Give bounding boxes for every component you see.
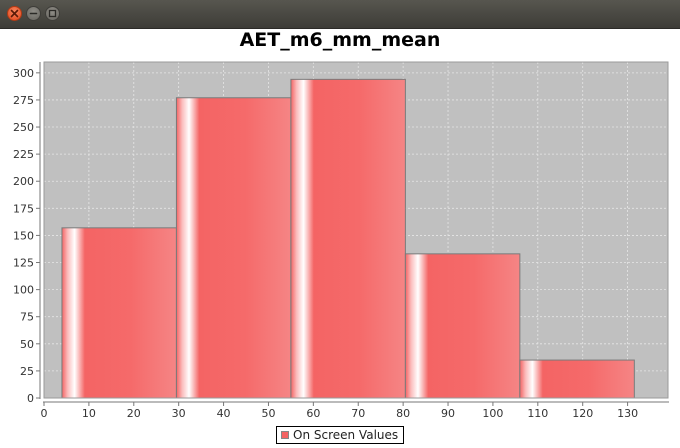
histogram-chart: 0 25 50 75 100 125 150 175 200 225 250 275 300 0 10 20 3… [13,61,669,420]
chart-panel: 0 25 50 75 100 125 150 175 200 225 250 275 300 0 10 20 3… [0,28,680,448]
maximize-icon [48,9,57,18]
y-tick-label: 100 [13,284,34,297]
x-tick-label: 80 [396,407,410,420]
x-tick-label: 60 [306,407,320,420]
x-tick-label: 50 [261,407,275,420]
x-tick-label: 120 [572,407,593,420]
y-tick-label: 225 [13,148,34,161]
x-tick-label: 110 [527,407,548,420]
legend-swatch [281,431,289,439]
histogram-bar [61,227,177,399]
close-window-button[interactable] [7,6,22,21]
x-tick-label: 30 [172,407,186,420]
chart-legend: On Screen Values [276,426,405,444]
histogram-bar [404,253,521,399]
x-tick-label: 20 [127,407,141,420]
x-tick-label: 90 [441,407,455,420]
x-tick-label: 0 [41,407,48,420]
x-tick-label: 40 [217,407,231,420]
y-tick-label: 0 [27,392,34,405]
y-tick-label: 50 [20,338,34,351]
y-tick-label: 275 [13,94,34,107]
x-tick-label: 70 [351,407,365,420]
chart-title: AET_m6_mm_mean [239,29,441,51]
y-tick-label: 175 [13,202,34,215]
histogram-bar [290,78,406,399]
x-tick-label: 10 [82,407,96,420]
plot-border [43,61,669,399]
maximize-window-button[interactable] [45,6,60,21]
close-icon [10,9,19,18]
x-tick-label: 100 [482,407,503,420]
histogram-bar [519,359,635,399]
window-titlebar [0,0,680,29]
y-tick-label: 25 [20,365,34,378]
legend-label: On Screen Values [293,428,399,442]
y-tick-label: 200 [13,175,34,188]
y-tick-label: 150 [13,229,34,242]
minimize-window-button[interactable] [26,6,41,21]
y-tick-label: 300 [13,67,34,80]
y-tick-label: 125 [13,257,34,270]
minimize-icon [29,12,38,15]
y-tick-label: 75 [20,311,34,324]
y-tick-label: 250 [13,121,34,134]
x-tick-label: 130 [617,407,638,420]
histogram-bar [175,97,292,399]
